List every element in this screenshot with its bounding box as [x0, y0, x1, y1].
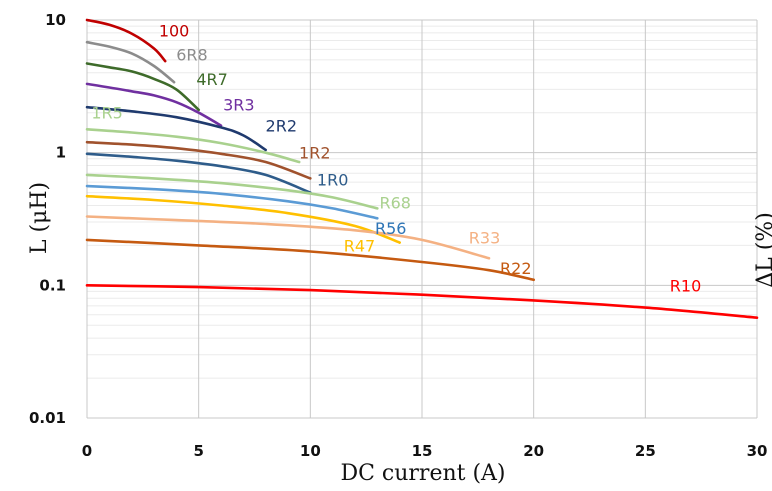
series-label-r10: R10	[670, 276, 701, 295]
series-label-r68: R68	[379, 194, 410, 213]
tick-labels: 0 5 10 15 20 25 30 0.01 0.1 1 10	[29, 11, 767, 460]
series-line-r33	[85, 215, 491, 260]
series-label-6r8: 6R8	[176, 45, 207, 64]
series-line-6r8	[85, 40, 176, 84]
series-line-2r2	[85, 105, 267, 152]
x-tick-label: 15	[412, 442, 433, 460]
grid-lines	[86, 19, 758, 419]
series-line-3r3	[85, 82, 223, 127]
series-label-3r3: 3R3	[223, 96, 254, 115]
x-tick-label: 10	[300, 442, 321, 460]
y-axis-title: L (μH)	[27, 182, 52, 254]
series-line-1r5	[85, 128, 301, 164]
series-line-r10	[85, 284, 759, 319]
series-line-r47	[85, 194, 401, 244]
y-tick-label: 10	[45, 11, 66, 29]
x-tick-label: 25	[635, 442, 656, 460]
series-label-r47: R47	[344, 236, 375, 255]
data-series	[85, 18, 759, 319]
series-line-100	[85, 18, 167, 63]
series-line-r56	[85, 184, 379, 220]
y-tick-label: 0.1	[39, 276, 66, 294]
series-label-2r2: 2R2	[266, 117, 297, 136]
series-label-4r7: 4R7	[196, 70, 227, 89]
series-line-1r2	[85, 140, 312, 180]
x-tick-label: 30	[747, 442, 768, 460]
x-axis-title: DC current (A)	[340, 461, 505, 486]
series-label-1r5: 1R5	[91, 104, 122, 123]
y-tick-label: 1	[56, 144, 66, 162]
y-tick-label: 0.01	[29, 409, 66, 427]
series-label-1r2: 1R2	[299, 144, 330, 163]
series-label-r33: R33	[469, 228, 500, 247]
x-tick-label: 5	[193, 442, 203, 460]
series-label-100: 100	[159, 22, 190, 41]
series-line-r22	[85, 238, 535, 282]
right-axis-title-fragment: ΔL (%)	[753, 212, 772, 288]
series-line-1r0	[85, 152, 312, 194]
x-tick-label: 0	[82, 442, 92, 460]
series-label-1r0: 1R0	[317, 170, 348, 189]
series-line-r68	[85, 173, 379, 210]
series-label-r56: R56	[375, 219, 406, 238]
x-tick-label: 20	[523, 442, 544, 460]
series-line-4r7	[85, 62, 200, 112]
series-label-r22: R22	[500, 259, 531, 278]
